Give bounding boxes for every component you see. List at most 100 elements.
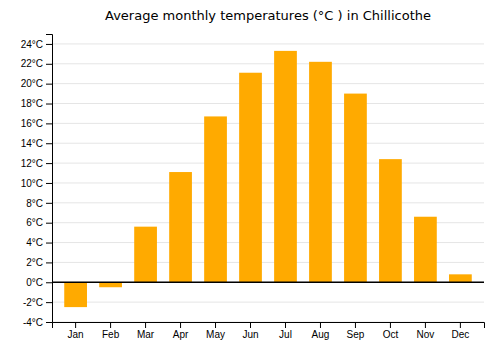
grid xyxy=(52,44,484,322)
y-tick-mark xyxy=(46,163,52,164)
x-axis-line xyxy=(53,323,485,329)
y-tick: -4°C xyxy=(23,317,52,328)
y-tick-label: 2°C xyxy=(26,257,43,268)
y-tick-label: 6°C xyxy=(26,217,43,228)
x-tick-mark xyxy=(390,322,391,328)
x-tick-label: Jun xyxy=(242,329,258,340)
y-tick: 2°C xyxy=(26,257,52,268)
y-tick: -2°C xyxy=(23,297,52,308)
x-tick: Nov xyxy=(417,322,435,340)
y-tick-label: -2°C xyxy=(23,297,43,308)
y-tick-mark xyxy=(46,302,52,303)
y-tick: 8°C xyxy=(26,198,52,209)
x-tick-label: Jan xyxy=(68,329,84,340)
grid-line xyxy=(52,182,484,183)
x-tick: May xyxy=(206,322,225,340)
x-tick-mark xyxy=(425,322,426,328)
x-tick-label: Dec xyxy=(451,329,469,340)
y-tick-label: 14°C xyxy=(21,138,43,149)
grid-line xyxy=(52,123,484,124)
x-tick-mark xyxy=(285,322,286,328)
y-tick: 6°C xyxy=(26,217,52,228)
bar xyxy=(344,94,367,283)
y-tick-mark xyxy=(46,262,52,263)
y-tick-label: 16°C xyxy=(21,118,43,129)
y-tick: 0°C xyxy=(26,277,52,288)
bar xyxy=(449,274,472,282)
x-tick: Feb xyxy=(102,322,120,340)
chart: -4°C -2°C 0°C 2°C 4°C 6°C 8°C 10°C 12°C 14°C 16°C 1… xyxy=(0,0,500,350)
y-tick-mark xyxy=(46,243,52,244)
x-tick-label: Jul xyxy=(279,329,292,340)
bar xyxy=(274,51,297,282)
y-axis: -4°C -2°C 0°C 2°C 4°C 6°C 8°C 10°C 12°C 14°C 16°C 1… xyxy=(21,35,53,328)
bar xyxy=(134,227,157,283)
y-tick-mark xyxy=(46,203,52,204)
y-tick-label: 0°C xyxy=(26,277,43,288)
x-tick-label: Mar xyxy=(137,329,155,340)
bar xyxy=(414,217,437,283)
bar xyxy=(204,116,227,282)
y-tick: 22°C xyxy=(21,58,52,69)
x-tick-mark xyxy=(75,322,76,328)
x-tick-mark xyxy=(180,322,181,328)
bars xyxy=(64,51,472,307)
grid-line xyxy=(52,163,484,164)
zero-line xyxy=(52,282,484,284)
y-tick: 10°C xyxy=(21,178,52,189)
plot-area: -4°C -2°C 0°C 2°C 4°C 6°C 8°C 10°C 12°C 14°C 16°C 1… xyxy=(21,35,485,341)
bar xyxy=(239,73,262,283)
x-tick: Aug xyxy=(312,322,330,340)
x-tick-label: Oct xyxy=(383,329,399,340)
y-tick: 4°C xyxy=(26,237,52,248)
y-tick-label: 4°C xyxy=(26,237,43,248)
x-tick-label: Feb xyxy=(102,329,120,340)
y-tick-label: -4°C xyxy=(23,317,43,328)
y-tick-mark xyxy=(46,223,52,224)
y-tick: 16°C xyxy=(21,118,52,129)
x-tick-mark xyxy=(460,322,461,328)
y-tick: 12°C xyxy=(21,158,52,169)
x-axis: JanFebMarAprMayJunJulAugSepOctNovDec xyxy=(53,322,485,340)
y-tick-mark xyxy=(46,44,52,45)
x-tick: Oct xyxy=(383,322,399,340)
y-tick-mark xyxy=(46,64,52,65)
y-tick-mark xyxy=(46,104,52,105)
y-tick-label: 12°C xyxy=(21,158,43,169)
grid-line xyxy=(52,202,484,203)
y-tick: 14°C xyxy=(21,138,52,149)
y-tick-mark xyxy=(46,143,52,144)
y-tick-mark xyxy=(46,183,52,184)
y-tick-mark xyxy=(46,123,52,124)
x-tick: Sep xyxy=(347,322,365,340)
x-tick: Jul xyxy=(279,322,292,340)
bar xyxy=(309,62,332,282)
x-tick-label: May xyxy=(206,329,225,340)
y-tick-mark xyxy=(46,282,52,283)
y-tick: 24°C xyxy=(21,39,52,50)
grid-line xyxy=(52,83,484,84)
y-tick-label: 10°C xyxy=(21,178,43,189)
x-tick-label: Nov xyxy=(417,329,435,340)
x-tick-mark xyxy=(355,322,356,328)
y-tick-label: 22°C xyxy=(21,58,43,69)
y-tick-mark xyxy=(46,322,52,323)
y-tick-label: 20°C xyxy=(21,78,43,89)
y-axis-line xyxy=(46,35,53,323)
grid-line xyxy=(52,103,484,104)
title: Average monthly temperatures (°C ) in Ch… xyxy=(105,8,431,23)
bar xyxy=(169,172,192,282)
grid-line xyxy=(52,143,484,144)
grid-line xyxy=(52,43,484,44)
x-tick-mark xyxy=(215,322,216,328)
x-tick: Jan xyxy=(68,322,84,340)
x-tick: Mar xyxy=(137,322,155,340)
y-tick-label: 18°C xyxy=(21,98,43,109)
x-tick: Dec xyxy=(451,322,469,340)
x-tick-mark xyxy=(145,322,146,328)
x-tick-label: Aug xyxy=(312,329,330,340)
x-tick-mark xyxy=(110,322,111,328)
grid-line xyxy=(52,302,484,303)
x-tick: Jun xyxy=(242,322,258,340)
bar xyxy=(379,159,402,282)
